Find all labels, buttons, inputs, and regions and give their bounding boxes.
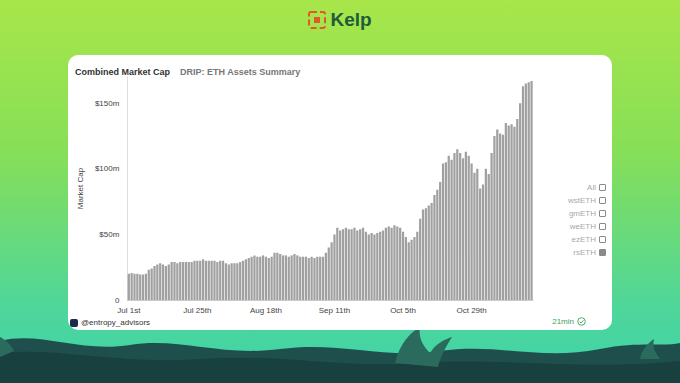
svg-text:Aug 18th: Aug 18th xyxy=(250,306,282,315)
svg-text:$100m: $100m xyxy=(95,164,120,173)
html-text:wstETH: wstETH xyxy=(568,196,596,205)
html-text:21min: 21min xyxy=(552,317,574,326)
html-text:Kelp: Kelp xyxy=(330,9,372,30)
svg-text:Oct 29th: Oct 29th xyxy=(456,306,486,315)
svg-text:$50m: $50m xyxy=(99,230,119,239)
svg-text:Jul 25th: Jul 25th xyxy=(183,306,211,315)
html-text:@entropy_advisors: @entropy_advisors xyxy=(81,318,150,327)
svg-text:DRIP: ETH Assets Summary: DRIP: ETH Assets Summary xyxy=(180,67,300,77)
svg-text:Sep 11th: Sep 11th xyxy=(319,306,350,315)
svg-text:$150m: $150m xyxy=(95,99,120,108)
html-text:weETH: weETH xyxy=(569,222,596,231)
html-text:All: All xyxy=(587,183,596,192)
html-text:rsETH: rsETH xyxy=(573,248,596,257)
svg-text:0: 0 xyxy=(115,296,120,305)
html-text:gmETH: gmETH xyxy=(568,209,596,218)
svg-text:Jul 1st: Jul 1st xyxy=(117,306,141,315)
svg-text:Oct 5th: Oct 5th xyxy=(390,306,416,315)
html-text:ezETH: ezETH xyxy=(571,235,596,244)
svg-text:Market Cap: Market Cap xyxy=(76,167,85,209)
svg-text:Combined Market Cap: Combined Market Cap xyxy=(75,67,171,77)
